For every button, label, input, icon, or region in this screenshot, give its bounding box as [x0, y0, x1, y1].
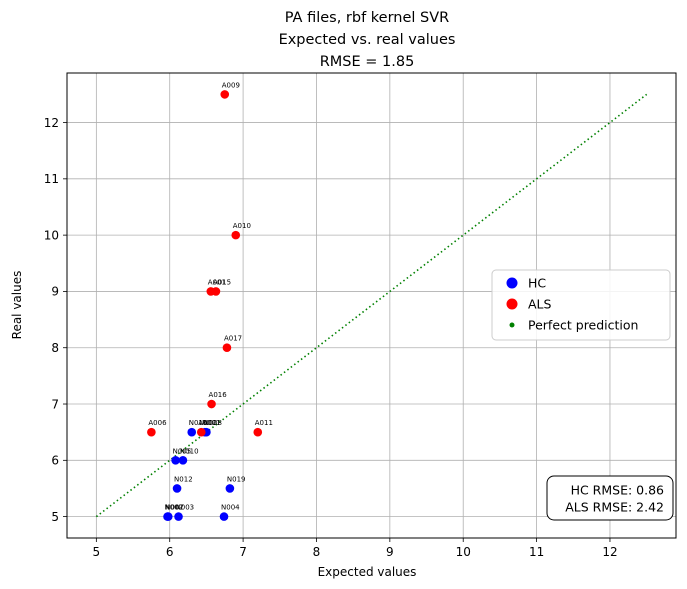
rmse-box-frame — [546, 475, 674, 521]
x-tick-label: 8 — [313, 545, 321, 559]
point-label: N010 — [180, 447, 199, 455]
y-tick-label: 12 — [44, 116, 59, 130]
point-label: N012 — [174, 475, 193, 483]
point-label: A002 — [198, 419, 216, 427]
point-label: N005 — [173, 447, 192, 455]
chart-title: PA files, rbf kernel SVR Expected vs. re… — [279, 10, 456, 70]
hc-point — [171, 456, 180, 465]
legend-perfect-label: Perfect prediction — [528, 318, 638, 333]
hc-point — [187, 427, 197, 437]
als-point — [196, 427, 206, 437]
x-axis-ticks: 5 6 7 8 9 10 11 12 — [93, 538, 618, 559]
x-tick-label: 7 — [239, 545, 247, 559]
rmse-annotation: HC RMSE: 0.86 ALS RMSE: 2.42 — [546, 475, 674, 521]
y-axis-label: Real values — [10, 271, 24, 340]
hc-point — [172, 484, 182, 493]
title-line-2: Expected vs. real values — [279, 32, 456, 48]
legend-box — [491, 269, 671, 341]
point-label: N008 — [203, 419, 222, 427]
legend-als-marker — [506, 298, 518, 310]
point-label: A017 — [224, 335, 242, 343]
rmse-hc-text: HC RMSE: 0.86 — [571, 483, 664, 498]
y-tick-label: 5 — [51, 510, 59, 524]
point-label: N007 — [165, 504, 184, 512]
point-label: A010 — [233, 222, 251, 230]
point-label: N002 — [165, 504, 184, 512]
y-tick-label: 8 — [51, 341, 59, 355]
x-axis-label: Expected values — [318, 565, 417, 579]
x-tick-label: 12 — [602, 545, 617, 559]
rmse-als-text: ALS RMSE: 2.42 — [565, 500, 664, 515]
y-tick-label: 7 — [51, 397, 59, 411]
x-tick-label: 11 — [529, 545, 544, 559]
als-point — [211, 287, 221, 296]
als-point — [147, 427, 156, 437]
legend-perfect-marker — [509, 322, 515, 328]
point-label: A016 — [209, 391, 228, 399]
legend: HC ALS Perfect prediction — [491, 269, 671, 341]
hc-point — [163, 512, 172, 521]
point-label: N004 — [221, 504, 240, 512]
point-label: A015 — [213, 278, 231, 286]
als-point — [222, 343, 232, 353]
x-tick-label: 10 — [456, 545, 471, 559]
point-label: N019 — [227, 475, 246, 483]
plot-frame — [66, 72, 677, 539]
hc-point — [225, 484, 235, 493]
point-label: N001 — [202, 419, 221, 427]
als-point — [231, 230, 241, 240]
y-axis-ticks: 5 6 7 8 9 10 11 12 — [44, 116, 67, 524]
legend-hc-marker — [506, 277, 518, 289]
y-tick-label: 11 — [44, 172, 59, 186]
legend-als-label: ALS — [528, 297, 552, 312]
x-tick-label: 9 — [386, 545, 394, 559]
als-point — [220, 90, 230, 99]
point-label: A001 — [208, 278, 226, 286]
data-points — [147, 90, 263, 521]
point-label: N016 — [189, 419, 208, 427]
point-label: A006 — [148, 419, 167, 427]
x-tick-label: 5 — [93, 545, 101, 559]
x-tick-label: 6 — [166, 545, 174, 559]
hc-point — [174, 512, 183, 521]
point-label: A011 — [255, 419, 273, 427]
point-label: A009 — [222, 81, 240, 89]
als-point — [253, 427, 263, 437]
title-line-3: RMSE = 1.85 — [320, 54, 415, 70]
hc-point — [219, 512, 229, 521]
y-tick-label: 10 — [44, 228, 59, 242]
title-line-1: PA files, rbf kernel SVR — [285, 10, 450, 26]
hc-point — [178, 456, 188, 465]
legend-hc-label: HC — [528, 276, 546, 291]
point-label: N003 — [176, 504, 195, 512]
y-tick-label: 9 — [51, 285, 59, 299]
y-tick-label: 6 — [51, 454, 59, 468]
als-point — [207, 399, 216, 409]
